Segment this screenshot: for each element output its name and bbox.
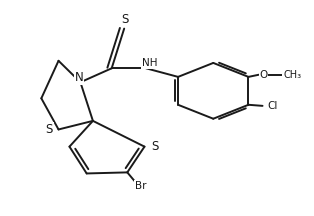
Text: NH: NH [142, 58, 158, 68]
Text: S: S [151, 140, 158, 153]
Text: Br: Br [135, 181, 147, 191]
Text: N: N [75, 71, 84, 84]
Text: Cl: Cl [267, 101, 278, 111]
Text: CH₃: CH₃ [283, 70, 301, 80]
Text: S: S [121, 13, 128, 26]
Text: O: O [259, 70, 268, 80]
Text: S: S [46, 122, 53, 135]
